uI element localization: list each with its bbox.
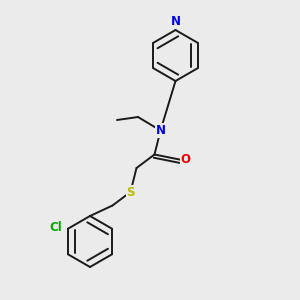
Text: N: N bbox=[155, 124, 166, 137]
Text: O: O bbox=[180, 153, 190, 166]
Text: S: S bbox=[126, 185, 135, 199]
Text: Cl: Cl bbox=[49, 221, 62, 234]
Text: N: N bbox=[170, 15, 181, 28]
